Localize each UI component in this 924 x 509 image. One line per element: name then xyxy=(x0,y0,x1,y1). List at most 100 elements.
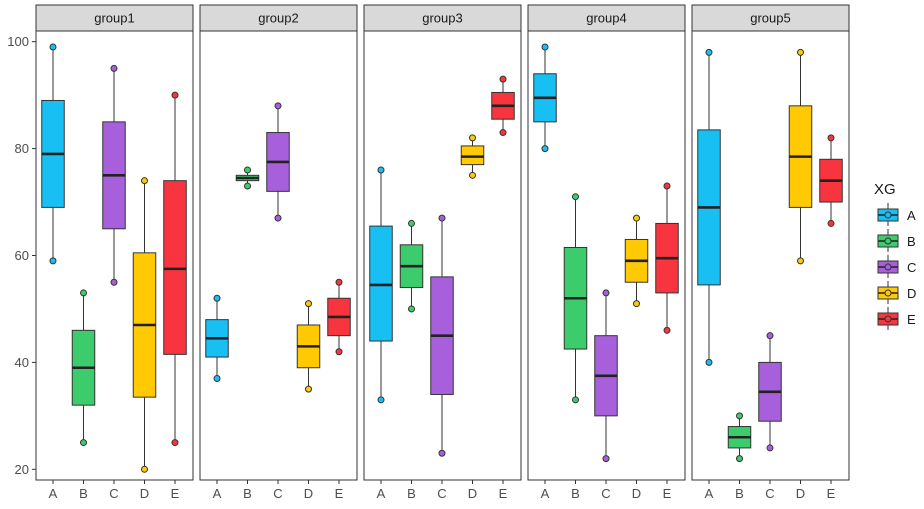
max-point-group3-E xyxy=(499,75,507,83)
max-point-group1-B xyxy=(80,289,87,297)
x-tick-label: A xyxy=(377,486,386,501)
max-point-group5-E xyxy=(827,134,835,142)
x-tick-label: B xyxy=(79,486,88,501)
min-point-group2-D xyxy=(305,385,312,393)
min-point-group2-A xyxy=(213,374,221,382)
legend-label-D: D xyxy=(907,286,916,301)
legend-entry-A: A xyxy=(877,203,916,226)
facet-strip xyxy=(527,4,686,32)
x-tick-label: D xyxy=(796,486,805,501)
min-point-group3-B xyxy=(408,305,415,313)
legend-key-point xyxy=(884,263,892,271)
x-tick-label: B xyxy=(407,486,416,501)
min-point-group2-C xyxy=(274,214,282,222)
legend-label-E: E xyxy=(907,312,916,327)
min-point-group4-C xyxy=(602,455,610,463)
facet-panel-group5: group5 A B C D E xyxy=(691,4,850,501)
legend-label-B: B xyxy=(907,234,916,249)
facet-strip-label: group4 xyxy=(586,11,626,26)
min-point-group5-E xyxy=(827,219,835,227)
max-point-group1-E xyxy=(171,91,179,99)
facet-panel-group3: group3 A B C D E xyxy=(363,4,522,501)
facet-strip-label: group2 xyxy=(258,11,298,26)
facet-panel-border xyxy=(199,30,358,481)
max-point-group3-D xyxy=(469,134,476,142)
max-point-group5-D xyxy=(797,48,804,56)
legend-label-C: C xyxy=(907,260,916,275)
x-tick-label: D xyxy=(304,486,313,501)
x-tick-label: C xyxy=(601,486,610,501)
min-point-group1-B xyxy=(80,439,87,447)
min-point-group1-E xyxy=(171,439,179,447)
legend-entry-D: D xyxy=(877,281,916,304)
legend-label-A: A xyxy=(907,208,916,223)
max-point-group3-B xyxy=(408,219,415,227)
legend-key-point xyxy=(884,211,892,219)
min-point-group4-B xyxy=(572,396,579,404)
max-point-group4-A xyxy=(541,43,549,51)
max-point-group5-C xyxy=(766,332,774,340)
max-point-group2-A xyxy=(213,294,221,302)
max-point-group4-E xyxy=(663,182,671,190)
legend-entry-B: B xyxy=(877,229,916,252)
max-point-group4-B xyxy=(572,193,579,201)
legend-key-point xyxy=(884,315,892,323)
min-point-group4-D xyxy=(633,300,640,308)
max-point-group2-C xyxy=(274,102,282,110)
min-point-group1-C xyxy=(110,278,118,286)
min-point-group2-B xyxy=(244,182,251,190)
min-point-group5-D xyxy=(797,257,804,265)
facet-strip xyxy=(363,4,522,32)
x-tick-label: C xyxy=(437,486,446,501)
x-tick-label: E xyxy=(499,486,508,501)
min-point-group5-A xyxy=(705,358,713,366)
min-point-group5-C xyxy=(766,444,774,452)
facet-panel-group2: group2 A B C D E xyxy=(199,4,358,501)
box-group3-D xyxy=(460,145,485,166)
min-point-group2-E xyxy=(335,348,343,356)
x-tick-label: B xyxy=(571,486,580,501)
x-tick-label: C xyxy=(765,486,774,501)
min-point-group4-E xyxy=(663,326,671,334)
x-tick-label: E xyxy=(335,486,344,501)
facet-strip-label: group3 xyxy=(422,11,462,26)
x-tick-label: A xyxy=(49,486,58,501)
facet-strip xyxy=(199,4,358,32)
facet-strip-label: group1 xyxy=(94,11,134,26)
legend-title: XG xyxy=(874,181,896,198)
x-tick-label: E xyxy=(827,486,836,501)
y-tick-label: 80 xyxy=(15,141,29,156)
min-point-group4-A xyxy=(541,145,549,153)
facet-strip xyxy=(35,4,194,32)
min-point-group3-C xyxy=(438,449,446,457)
box-group1-E xyxy=(163,180,187,355)
x-tick-label: C xyxy=(273,486,282,501)
x-tick-label: C xyxy=(109,486,118,501)
y-tick-label: 60 xyxy=(15,248,29,263)
max-point-group1-C xyxy=(110,64,118,72)
x-tick-label: B xyxy=(735,486,744,501)
facet-panel-group1: group1 A B C D E xyxy=(35,4,194,501)
min-point-group3-A xyxy=(377,396,385,404)
x-tick-label: A xyxy=(213,486,222,501)
max-point-group3-C xyxy=(438,214,446,222)
min-point-group1-A xyxy=(49,257,57,265)
x-tick-label: A xyxy=(705,486,714,501)
x-tick-label: E xyxy=(171,486,180,501)
max-point-group2-E xyxy=(335,278,343,286)
min-point-group1-D xyxy=(141,465,148,473)
min-point-group3-D xyxy=(469,171,476,179)
y-tick-label: 40 xyxy=(15,355,29,370)
max-point-group4-C xyxy=(602,289,610,297)
x-tick-label: D xyxy=(468,486,477,501)
x-tick-label: A xyxy=(541,486,550,501)
min-point-group5-B xyxy=(736,455,743,463)
max-point-group5-B xyxy=(736,412,743,420)
legend-entry-E: E xyxy=(877,307,916,330)
facet-strip-label: group5 xyxy=(750,11,790,26)
y-tick-label: 100 xyxy=(7,34,29,49)
x-tick-label: B xyxy=(243,486,252,501)
x-tick-label: E xyxy=(663,486,672,501)
legend-entry-C: C xyxy=(877,255,916,278)
